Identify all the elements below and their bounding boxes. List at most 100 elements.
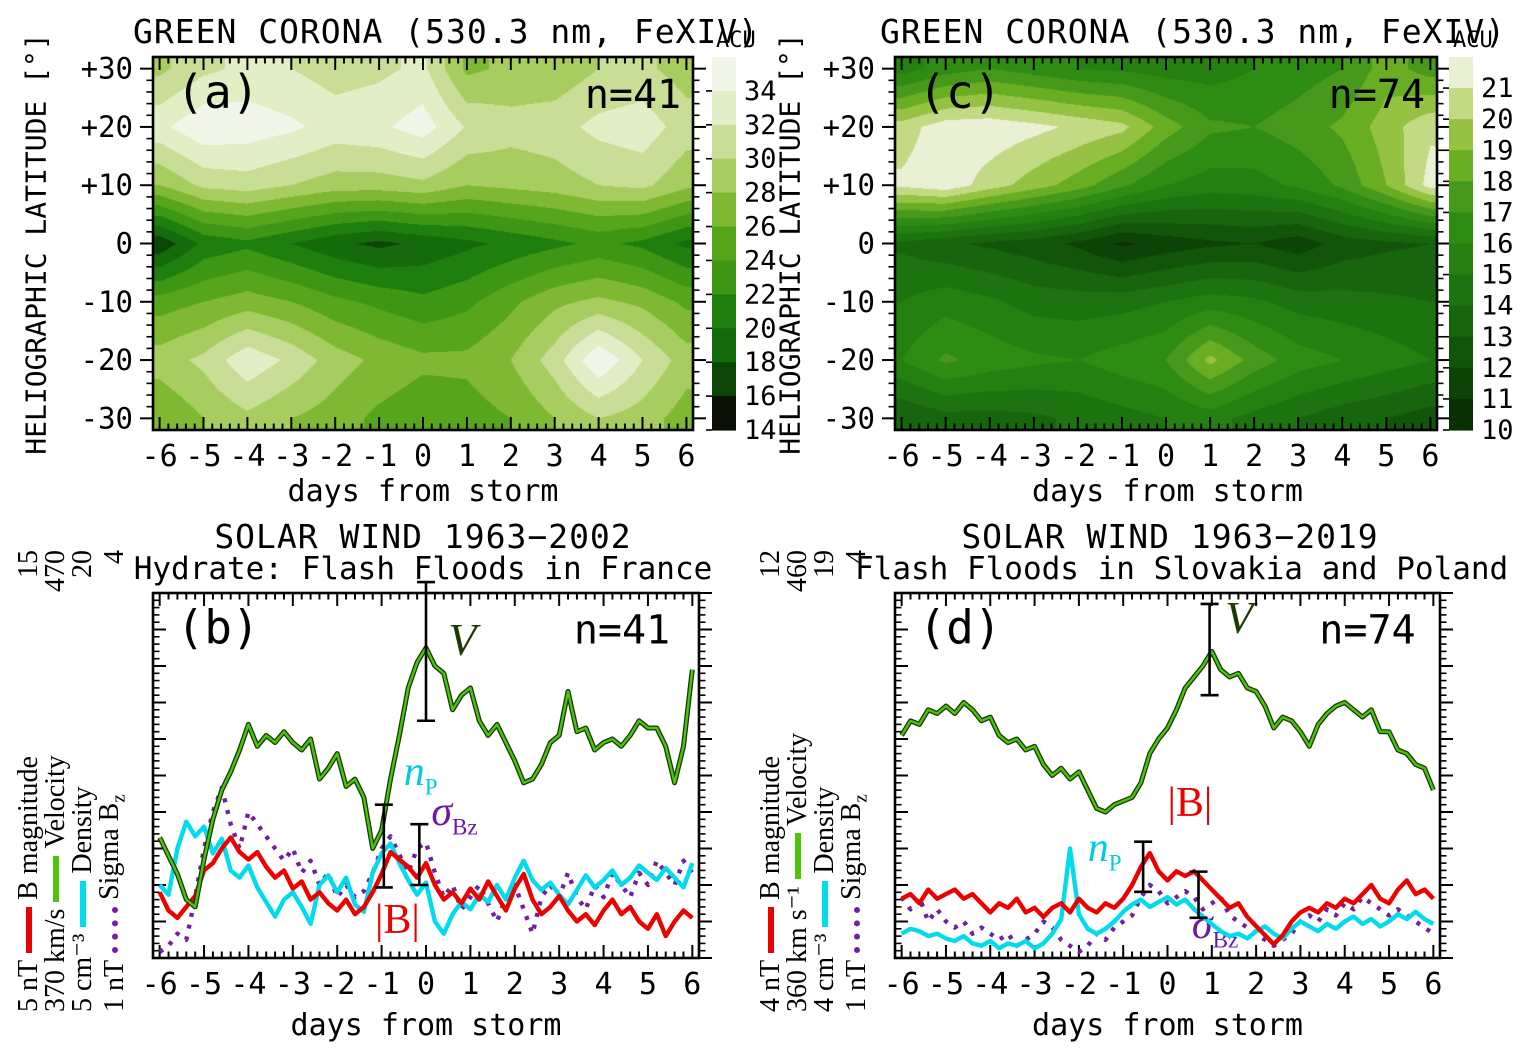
svg-text:5: 5: [633, 439, 651, 474]
svg-text:19: 19: [1481, 135, 1514, 166]
svg-text:2: 2: [506, 967, 524, 1002]
sigma-line-sample: [111, 906, 118, 953]
svg-text:4: 4: [1333, 439, 1351, 474]
panel-b-subtitle: Hydrate: Flash Floods in France: [133, 551, 713, 587]
curve-density: [158, 819, 695, 936]
svg-text:22: 22: [744, 279, 777, 310]
svg-text:0: 0: [417, 967, 435, 1002]
svg-text:-20: -20: [81, 343, 133, 377]
svg-text:4: 4: [1336, 967, 1354, 1002]
svg-text:-1: -1: [1105, 967, 1141, 1002]
svg-text:3: 3: [1291, 967, 1309, 1002]
svg-text:0: 0: [116, 227, 133, 261]
annotation-n41: n=41: [574, 608, 670, 654]
panel-d-subtitle: Flash Floods in Slovakia and Poland: [855, 551, 1509, 587]
panel-c-xlabel: days from storm: [1032, 474, 1303, 509]
annotation-ssBz: σBz: [431, 789, 478, 840]
colorbar-c-title: ACU: [1453, 28, 1493, 53]
svg-text:20: 20: [744, 313, 777, 344]
legend-d-density: 4 cm⁻³ Density 19: [809, 550, 840, 1012]
curve-bmag: [900, 850, 1435, 947]
svg-text:-2: -2: [1061, 967, 1097, 1002]
curve-bmag: [157, 835, 694, 939]
svg-text:1: 1: [1203, 967, 1221, 1002]
panel-a-xlabel: days from storm: [287, 474, 559, 509]
bmag-line-sample: [768, 906, 774, 953]
svg-text:-5: -5: [186, 967, 222, 1002]
svg-text:-3: -3: [1017, 967, 1053, 1002]
svg-text:28: 28: [744, 178, 777, 209]
svg-text:2: 2: [502, 439, 520, 474]
svg-text:-6: -6: [884, 439, 920, 474]
panel-a-title: GREEN CORONA (530.3 nm, FeXIV): [133, 12, 760, 51]
annotation-d: (d): [918, 601, 1001, 655]
legend-d-sigma: 1 nT Sigma Bz 4: [836, 550, 872, 1012]
velocity-line-sample: [53, 855, 59, 902]
svg-text:3: 3: [546, 439, 564, 474]
panel-b-xlabel: days from storm: [290, 1008, 562, 1043]
curve-sigma: [899, 882, 1435, 955]
svg-text:14: 14: [744, 415, 777, 446]
svg-text:-5: -5: [928, 967, 964, 1002]
svg-text:-6: -6: [142, 439, 178, 474]
velocity-line-sample: [795, 833, 801, 880]
svg-text:18: 18: [744, 347, 777, 378]
svg-text:+10: +10: [81, 168, 133, 202]
contour-panel-a-image: [153, 57, 693, 430]
svg-text:5: 5: [1377, 439, 1395, 474]
panel-a-ylabel: HELIOGRAPHIC LATITUDE [°]: [19, 33, 53, 455]
svg-text:34: 34: [744, 76, 777, 107]
bmag-line-sample: [26, 906, 32, 953]
annotation-ssBz: σBz: [1191, 902, 1239, 953]
legend-b-density: 5 cm⁻³ Density 20: [67, 550, 98, 1012]
svg-text:15: 15: [1481, 260, 1514, 291]
annotation-|B|: |B|: [374, 896, 420, 943]
annotation-|B|: |B|: [1167, 780, 1213, 827]
svg-text:1: 1: [458, 439, 476, 474]
svg-text:-1: -1: [1104, 439, 1140, 474]
svg-text:20: 20: [1481, 104, 1514, 135]
svg-text:-1: -1: [364, 967, 400, 1002]
svg-text:1: 1: [461, 967, 479, 1002]
svg-text:-2: -2: [317, 439, 353, 474]
svg-text:-6: -6: [884, 967, 920, 1002]
svg-text:11: 11: [1481, 384, 1514, 415]
svg-text:2: 2: [1245, 439, 1263, 474]
svg-text:12: 12: [1481, 353, 1514, 384]
svg-text:-5: -5: [928, 439, 964, 474]
svg-text:4: 4: [590, 439, 608, 474]
svg-text:-3: -3: [1016, 439, 1052, 474]
svg-text:18: 18: [1481, 166, 1514, 197]
legend-b-sigma: 1 nT Sigma Bz 4: [94, 550, 130, 1012]
svg-text:-10: -10: [823, 285, 875, 319]
svg-text:-6: -6: [142, 967, 178, 1002]
svg-text:-2: -2: [319, 967, 355, 1002]
svg-text:-4: -4: [230, 967, 266, 1002]
svg-text:6: 6: [1421, 439, 1439, 474]
curve-sigma: [158, 785, 695, 954]
svg-text:-3: -3: [273, 439, 309, 474]
panel-c-ylabel: HELIOGRAPHIC LATITUDE [°]: [773, 33, 807, 455]
svg-text:-4: -4: [229, 439, 265, 474]
svg-text:-5: -5: [185, 439, 221, 474]
annotation-b: (b): [177, 601, 260, 655]
panel-d-xlabel: days from storm: [1032, 1008, 1303, 1043]
svg-text:6: 6: [677, 439, 695, 474]
svg-text:3: 3: [550, 967, 568, 1002]
colorbar-a-title: ACU: [716, 28, 756, 53]
panel-d-error-bars: [1134, 602, 1219, 920]
svg-text:-2: -2: [1060, 439, 1096, 474]
svg-text:21: 21: [1481, 73, 1514, 104]
svg-text:+30: +30: [823, 52, 875, 86]
annotation-V: V: [1225, 591, 1254, 643]
svg-text:2: 2: [1247, 967, 1265, 1002]
svg-text:-4: -4: [972, 439, 1008, 474]
svg-text:-10: -10: [81, 285, 133, 319]
svg-text:0: 0: [858, 227, 875, 261]
panel-b-error-bars: [374, 580, 435, 889]
svg-text:26: 26: [744, 212, 777, 243]
svg-text:24: 24: [744, 245, 777, 276]
annotation-n74: n=74: [1319, 608, 1415, 654]
svg-text:5: 5: [639, 967, 657, 1002]
svg-text:16: 16: [1481, 229, 1514, 260]
